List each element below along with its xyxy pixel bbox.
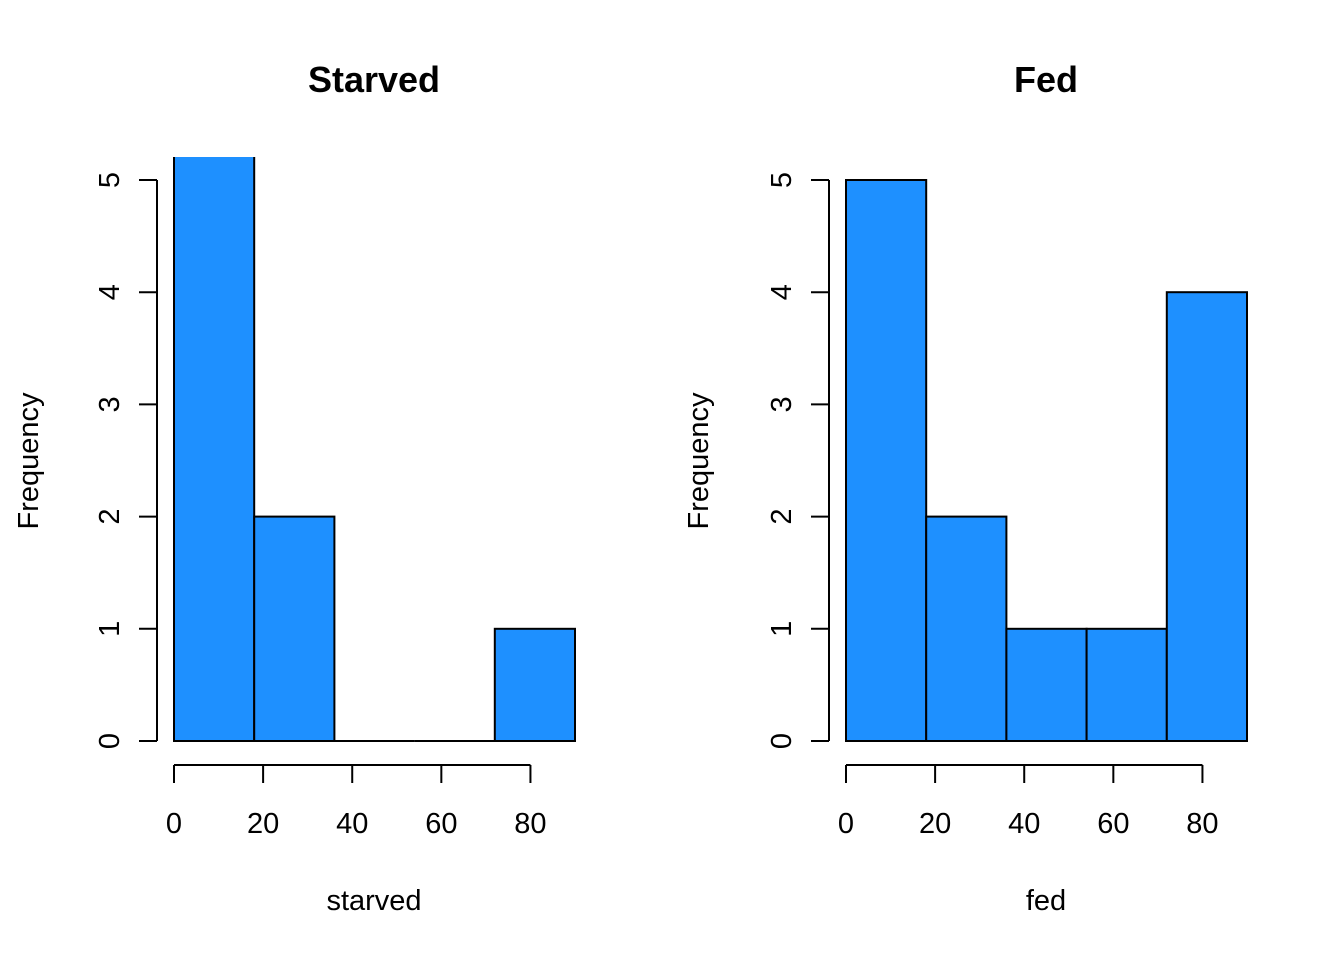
histogram-fed: Fed fed Frequency 0 1 2 3 4 5 0 20 40 60 80 xyxy=(683,59,1249,917)
x-tick-label: 0 xyxy=(838,808,854,840)
bars xyxy=(845,179,1249,742)
y-tick-label: 5 xyxy=(766,172,798,188)
y-tick-label: 0 xyxy=(766,733,798,749)
y-axis-label: Frequency xyxy=(13,392,45,530)
x-tick-label: 20 xyxy=(247,808,279,840)
axes: 0 1 2 3 4 5 0 20 40 60 80 xyxy=(766,172,1219,840)
bar xyxy=(1005,627,1088,742)
y-tick-label: 0 xyxy=(94,733,126,749)
bars xyxy=(173,157,576,743)
x-tick-label: 40 xyxy=(336,808,368,840)
x-tick-label: 20 xyxy=(919,808,951,840)
y-axis-label: Frequency xyxy=(683,392,715,530)
y-tick-label: 3 xyxy=(766,396,798,412)
bar xyxy=(845,179,928,742)
chart-title: Starved xyxy=(308,59,440,100)
x-tick-label: 0 xyxy=(166,808,182,840)
x-tick-label: 60 xyxy=(1097,808,1129,840)
bar xyxy=(493,627,576,742)
bar xyxy=(925,515,1008,742)
y-tick-label: 3 xyxy=(94,396,126,412)
y-tick-label: 4 xyxy=(766,284,798,300)
x-axis-label: starved xyxy=(326,885,421,917)
axes: 0 1 2 3 4 5 0 20 40 60 80 xyxy=(94,172,547,840)
y-tick-label: 1 xyxy=(766,621,798,637)
y-tick-label: 2 xyxy=(766,509,798,525)
x-axis-label: fed xyxy=(1026,885,1066,917)
y-tick-label: 2 xyxy=(94,509,126,525)
y-tick-label: 4 xyxy=(94,284,126,300)
y-tick-label: 1 xyxy=(94,621,126,637)
x-tick-label: 80 xyxy=(1186,808,1218,840)
bar xyxy=(253,515,336,742)
bar xyxy=(1085,627,1168,742)
x-tick-label: 40 xyxy=(1008,808,1040,840)
bar xyxy=(173,157,256,743)
histogram-starved: Starved starved Frequency 0 1 2 3 4 5 0 20 40 60 8… xyxy=(13,59,576,917)
y-tick-label: 5 xyxy=(94,172,126,188)
chart-title: Fed xyxy=(1014,59,1078,100)
bar xyxy=(1165,291,1249,742)
x-tick-label: 60 xyxy=(425,808,457,840)
x-tick-label: 80 xyxy=(514,808,546,840)
